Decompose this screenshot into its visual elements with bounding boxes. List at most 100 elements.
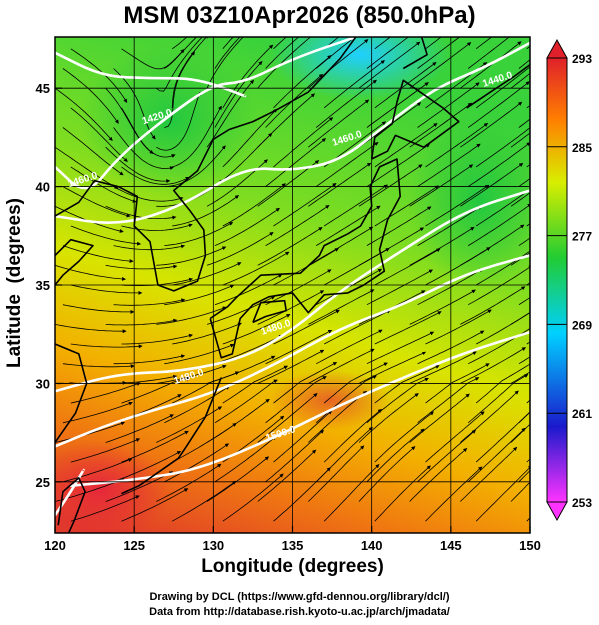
streamline (265, 329, 333, 365)
streamline (308, 348, 375, 384)
streamline (409, 447, 468, 502)
streamline (460, 41, 522, 89)
coastline-segment (55, 238, 94, 287)
streamline (105, 205, 177, 220)
streamline (417, 429, 477, 483)
colorbar-tick-label: 261 (572, 407, 592, 421)
streamline (265, 37, 300, 69)
coastline-segment (370, 79, 460, 160)
streamline (460, 347, 526, 384)
streamline (308, 226, 374, 266)
streamline (222, 473, 284, 522)
streamline (265, 429, 324, 483)
height-contour-line (55, 468, 85, 517)
streamline (62, 304, 135, 314)
coastline-segment (57, 477, 86, 533)
streamline (70, 225, 142, 246)
streamline (316, 329, 383, 365)
streamline (70, 48, 128, 103)
streamline (113, 127, 174, 171)
streamline (214, 37, 241, 69)
streamline (55, 87, 113, 141)
streamline (374, 411, 434, 463)
streamline (409, 289, 476, 325)
streamline (105, 414, 174, 443)
streamline (518, 470, 530, 483)
streamline (475, 465, 530, 522)
streamline (164, 51, 195, 128)
streamline (510, 132, 530, 148)
x-tick-label: 130 (202, 538, 224, 553)
x-axis-label: Longitude (degrees) (201, 556, 384, 577)
colorbar: 253 261 269 277 285 293 (546, 38, 592, 522)
streamline (164, 222, 234, 246)
streamline (467, 203, 530, 246)
streamline (324, 309, 391, 345)
streamline (113, 298, 186, 306)
streamline (164, 386, 230, 424)
streamline (425, 466, 483, 522)
height-contour-line (55, 51, 247, 98)
streamline (475, 37, 493, 50)
streamline (214, 335, 283, 365)
streamline (206, 398, 270, 443)
coastline-segment (121, 377, 223, 495)
streamline (206, 79, 254, 148)
streamline (467, 427, 526, 483)
coastline-segment (55, 37, 357, 292)
streamline (417, 143, 481, 187)
streamline (460, 446, 518, 502)
streamline (425, 309, 492, 345)
streamline (172, 322, 242, 345)
streamline (206, 456, 270, 502)
streamline (467, 374, 529, 424)
colorbar-tick-label: 293 (572, 52, 592, 66)
streamline (62, 68, 119, 124)
colorbar-tick-label: 253 (572, 496, 592, 510)
height-contour-line (55, 189, 530, 393)
streamline (475, 250, 530, 286)
y-tick-label: 40 (36, 180, 50, 195)
streamline (425, 37, 442, 50)
streamline (323, 184, 388, 227)
streamline (70, 284, 143, 295)
streamline (105, 264, 178, 270)
streamline (374, 185, 439, 227)
x-tick-label: 140 (361, 538, 383, 553)
streamline (214, 379, 278, 424)
streamline (510, 252, 530, 266)
streamline (156, 91, 201, 151)
streamline (156, 306, 227, 325)
streamline (308, 445, 365, 502)
x-axis-ticks: 120 125 130 135 140 145 150 (44, 526, 541, 553)
streamline (374, 248, 441, 286)
streamline (257, 393, 318, 443)
streamline (172, 195, 240, 227)
streamline (273, 410, 333, 463)
colorbar-bottom-triangle (546, 501, 568, 522)
streamline (315, 37, 356, 69)
streamline (257, 449, 317, 502)
streamline (475, 127, 530, 168)
x-tick-label: 150 (519, 538, 541, 553)
streamline (70, 495, 140, 522)
streamline (409, 393, 470, 443)
streamline (113, 354, 186, 365)
streamline (164, 443, 230, 483)
height-contours (55, 37, 530, 517)
streamline (409, 102, 473, 148)
streamline (222, 108, 278, 168)
streamline (70, 343, 143, 349)
coastline-segment (466, 63, 530, 109)
streamline (257, 93, 316, 148)
coastline-segment (209, 158, 401, 359)
streamline (510, 423, 530, 443)
streamline (358, 164, 423, 207)
colorbar-top-triangle (546, 38, 568, 59)
streamline (62, 186, 131, 218)
streamline (62, 245, 134, 264)
streamline (121, 430, 189, 463)
streamline (273, 55, 332, 109)
x-tick-label: 125 (123, 538, 145, 553)
streamline (121, 333, 193, 345)
